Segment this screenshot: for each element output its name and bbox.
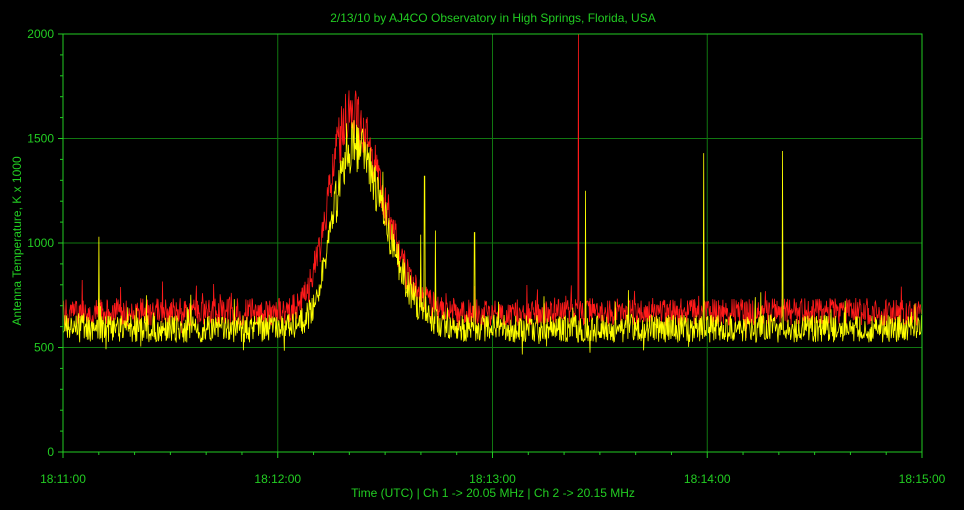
- series-trace-1: [62, 33, 923, 339]
- axis-layer: 18:11:00 18:12:00 18:13:00 18:14:00 18:15:00…: [27, 27, 945, 486]
- chart-title: 2/13/10 by AJ4CO Observatory in High Spr…: [330, 11, 655, 25]
- y-axis-label: Antenna Temperature, K x 1000: [10, 156, 24, 326]
- y-tick-label: 0: [47, 445, 54, 459]
- series-trace-2: [62, 120, 923, 355]
- series-layer: [62, 33, 923, 355]
- x-tick-label: 18:12:00: [254, 472, 301, 486]
- y-tick-label: 1500: [27, 132, 54, 146]
- y-tick-label: 500: [34, 341, 54, 355]
- x-tick-label: 18:15:00: [899, 472, 946, 486]
- x-tick-label: 18:13:00: [469, 472, 516, 486]
- y-tick-label: 2000: [27, 27, 54, 41]
- x-axis-label: Time (UTC) | Ch 1 -> 20.05 MHz | Ch 2 ->…: [351, 486, 635, 500]
- y-tick-label: 1000: [27, 236, 54, 250]
- x-tick-label: 18:14:00: [684, 472, 731, 486]
- x-tick-label: 18:11:00: [40, 472, 86, 486]
- grid-layer: [63, 34, 922, 452]
